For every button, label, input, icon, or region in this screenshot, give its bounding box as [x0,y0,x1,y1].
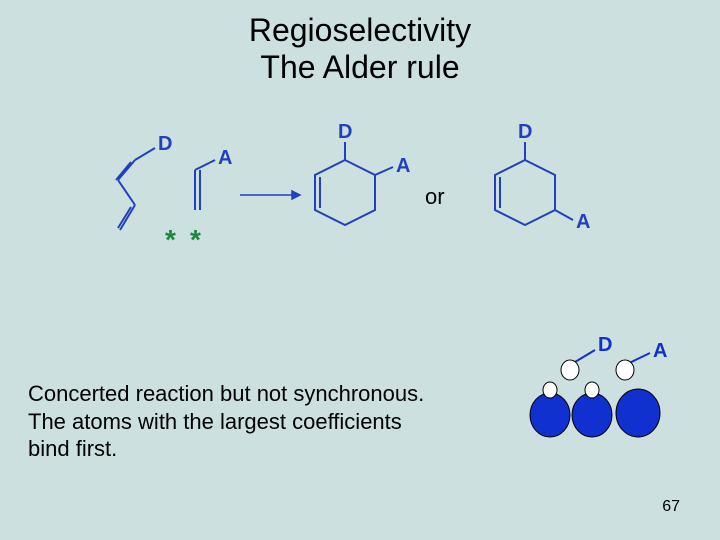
body-line-2: The atoms with the largest coefficients [28,408,424,436]
star-2: * [190,224,201,256]
page-number: 67 [662,498,680,516]
label-D-3: D [518,121,532,143]
title-block: Regioselectivity The Alder rule [0,12,720,86]
label-D-2: D [338,121,352,143]
orbital-label-D: D [598,335,612,356]
label-A-1: A [218,147,232,169]
orbital-label-A: A [653,340,667,362]
orbital-diagram: D A [520,335,680,455]
or-label: or [425,184,445,210]
label-A-2: A [396,155,410,177]
body-line-3: bind first. [28,435,424,463]
reaction-diagram: D A D A [0,120,720,300]
body-text: Concerted reaction but not synchronous. … [28,380,424,463]
label-D-1: D [158,133,172,155]
title-line-2: The Alder rule [0,49,720,86]
title-line-1: Regioselectivity [0,12,720,49]
star-1: * [165,224,176,256]
orbital-svg: D A [520,335,690,465]
body-line-1: Concerted reaction but not synchronous. [28,380,424,408]
reaction-svg: D A D A [0,120,720,320]
label-A-3: A [576,211,590,233]
